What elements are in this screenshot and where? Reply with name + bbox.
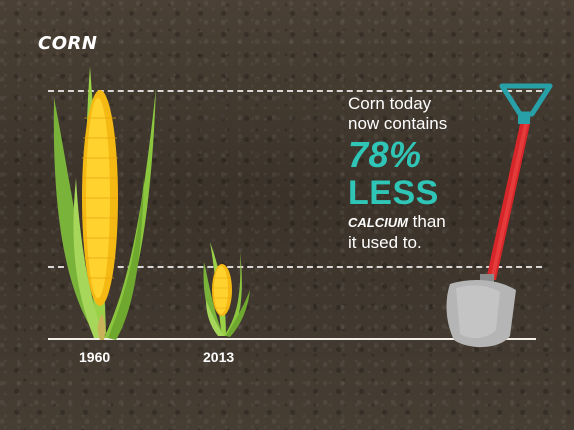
dashed-line-middle xyxy=(48,266,542,268)
nutrient-label: CALCIUM xyxy=(348,215,408,230)
message-than: than xyxy=(412,212,446,231)
year-label-1960: 1960 xyxy=(79,349,111,365)
percent-value: 78% xyxy=(348,134,422,175)
corn-cob-icon xyxy=(203,242,250,337)
message-block: Corn today now contains 78% LESS CALCIUM… xyxy=(348,94,508,253)
shovel-icon xyxy=(446,83,553,348)
message-line-3: CALCIUM than xyxy=(348,212,508,233)
message-line-4: it used to. xyxy=(348,233,422,252)
less-label: LESS xyxy=(348,174,439,212)
corn-cob-icon xyxy=(53,66,156,340)
year-label-2013: 2013 xyxy=(203,349,235,365)
message-line-2: now contains xyxy=(348,114,448,133)
dashed-line-top xyxy=(48,90,542,92)
ground-line xyxy=(48,338,536,340)
title: CORN xyxy=(38,33,98,54)
message-line-1: Corn today xyxy=(348,94,432,113)
